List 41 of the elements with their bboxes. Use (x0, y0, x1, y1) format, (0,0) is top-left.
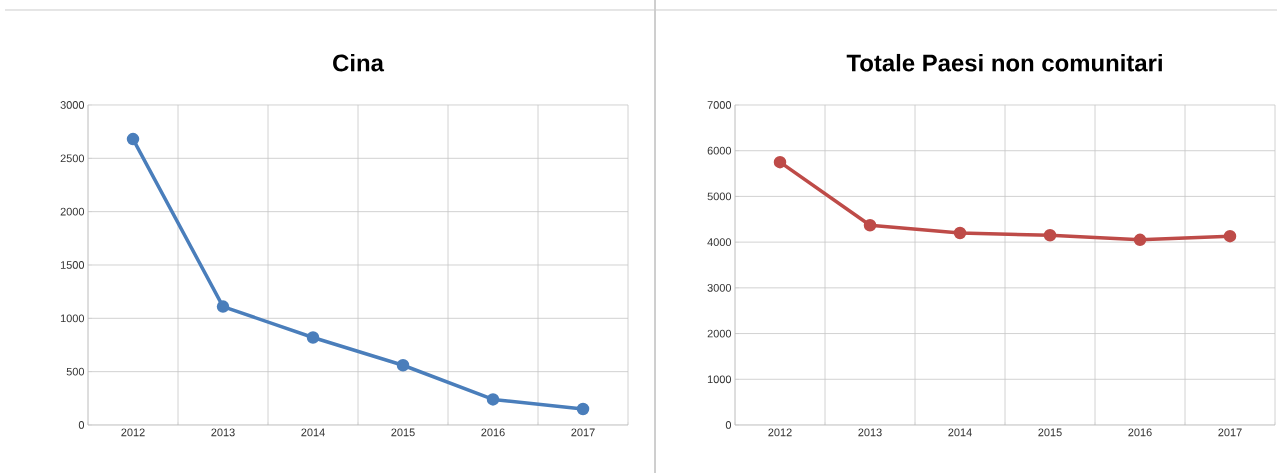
y-tick-label: 3000 (60, 101, 85, 109)
x-tick-label: 2015 (391, 428, 415, 437)
point (953, 226, 967, 240)
x-tick-label: 2013 (858, 428, 882, 437)
y-tick-label: 2500 (60, 154, 85, 163)
x-tick-label: 2016 (481, 428, 505, 437)
point (306, 331, 320, 344)
x-tick-label: 2012 (768, 428, 792, 437)
y-tick-label: 2000 (707, 329, 732, 338)
y-tick-label: 500 (66, 367, 85, 376)
point (396, 359, 410, 372)
y-tick-label: 3000 (707, 283, 732, 292)
y-tick-label: 1000 (60, 314, 85, 323)
x-tick-label: 2014 (948, 428, 972, 437)
chart-title: Totale Paesi non comunitari (846, 53, 1162, 72)
point (216, 300, 230, 313)
y-tick-label: 2000 (60, 207, 85, 216)
point (126, 132, 140, 146)
x-tick-label: 2012 (121, 428, 145, 437)
point (576, 402, 590, 416)
x-tick-label: 2017 (571, 428, 595, 437)
x-tick-label: 2016 (1128, 428, 1152, 437)
point (1133, 233, 1147, 247)
x-tick-label: 2015 (1038, 428, 1062, 437)
x-tick-label: 2014 (301, 428, 325, 437)
point (773, 155, 787, 169)
point (486, 393, 500, 406)
y-tick-label: 1500 (60, 261, 85, 269)
point (863, 218, 877, 232)
x-tick-label: 2013 (211, 428, 235, 437)
point (1043, 229, 1057, 242)
chart-title: Cina (333, 53, 385, 72)
y-tick-label: 4000 (707, 238, 732, 247)
y-tick-label: 0 (725, 421, 732, 429)
y-tick-label: 1000 (707, 375, 732, 384)
y-tick-label: 5000 (707, 192, 732, 201)
y-tick-label: 7000 (707, 101, 732, 109)
x-tick-label: 2017 (1218, 428, 1242, 437)
y-tick-label: 6000 (707, 146, 732, 155)
point (1223, 229, 1237, 243)
y-tick-label: 0 (78, 421, 85, 429)
